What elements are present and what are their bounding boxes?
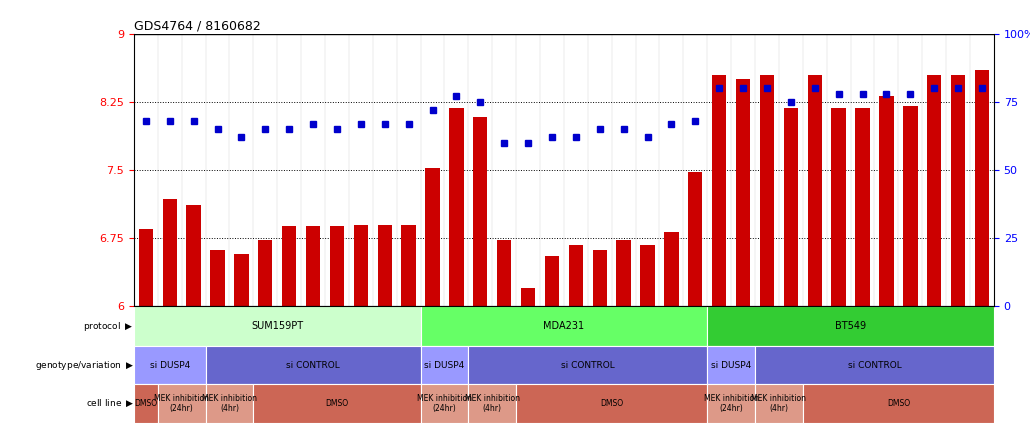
Bar — [855, 108, 869, 306]
Bar — [473, 117, 487, 306]
Text: MEK inhibition
(4hr): MEK inhibition (4hr) — [465, 394, 520, 413]
Bar — [402, 225, 416, 306]
Bar — [330, 226, 344, 306]
Text: MEK inhibition
(4hr): MEK inhibition (4hr) — [752, 394, 806, 413]
Text: protocol $\blacktriangleright$: protocol $\blacktriangleright$ — [83, 320, 134, 332]
Text: si CONTROL: si CONTROL — [848, 361, 901, 370]
Bar — [760, 75, 775, 306]
Bar — [735, 79, 750, 306]
Bar — [186, 205, 201, 306]
Bar — [378, 225, 391, 306]
Text: si DUSP4: si DUSP4 — [424, 361, 465, 370]
Bar — [880, 96, 894, 306]
Text: MEK inhibition
(24hr): MEK inhibition (24hr) — [417, 394, 472, 413]
Bar — [282, 226, 297, 306]
Text: DMSO: DMSO — [887, 399, 909, 408]
Bar — [210, 250, 225, 306]
Text: MEK inhibition
(24hr): MEK inhibition (24hr) — [703, 394, 759, 413]
Text: MDA231: MDA231 — [544, 321, 584, 331]
Bar — [951, 75, 965, 306]
FancyBboxPatch shape — [420, 385, 469, 423]
Bar — [808, 75, 822, 306]
FancyBboxPatch shape — [420, 346, 469, 385]
Bar — [974, 70, 989, 306]
Bar — [592, 250, 607, 306]
Text: cell line $\blacktriangleright$: cell line $\blacktriangleright$ — [85, 398, 134, 409]
FancyBboxPatch shape — [708, 306, 994, 346]
Text: DMSO: DMSO — [325, 399, 348, 408]
Bar — [688, 172, 702, 306]
Text: DMSO: DMSO — [134, 399, 158, 408]
Text: MEK inhibition
(24hr): MEK inhibition (24hr) — [154, 394, 209, 413]
Bar — [831, 108, 846, 306]
Text: MEK inhibition
(4hr): MEK inhibition (4hr) — [202, 394, 256, 413]
Bar — [353, 225, 368, 306]
FancyBboxPatch shape — [134, 346, 206, 385]
Bar — [163, 199, 177, 306]
FancyBboxPatch shape — [755, 346, 994, 385]
Bar — [712, 75, 726, 306]
FancyBboxPatch shape — [158, 385, 206, 423]
Bar — [927, 75, 941, 306]
Bar — [259, 240, 273, 306]
FancyBboxPatch shape — [469, 385, 516, 423]
FancyBboxPatch shape — [253, 385, 420, 423]
FancyBboxPatch shape — [516, 385, 708, 423]
Bar — [497, 240, 511, 306]
Text: si CONTROL: si CONTROL — [561, 361, 615, 370]
FancyBboxPatch shape — [469, 346, 708, 385]
Bar — [664, 232, 679, 306]
FancyBboxPatch shape — [802, 385, 994, 423]
FancyBboxPatch shape — [755, 385, 802, 423]
Text: SUM159PT: SUM159PT — [251, 321, 303, 331]
Bar — [139, 229, 153, 306]
Bar — [449, 108, 464, 306]
FancyBboxPatch shape — [134, 385, 158, 423]
Bar — [234, 255, 248, 306]
Text: DMSO: DMSO — [600, 399, 623, 408]
Bar — [521, 288, 536, 306]
Bar — [903, 107, 918, 306]
FancyBboxPatch shape — [420, 306, 708, 346]
Bar — [617, 240, 630, 306]
Bar — [641, 245, 655, 306]
Bar — [545, 256, 559, 306]
Text: si DUSP4: si DUSP4 — [149, 361, 190, 370]
Bar — [306, 226, 320, 306]
Text: BT549: BT549 — [835, 321, 866, 331]
FancyBboxPatch shape — [708, 385, 755, 423]
FancyBboxPatch shape — [206, 385, 253, 423]
FancyBboxPatch shape — [708, 346, 755, 385]
Text: si DUSP4: si DUSP4 — [711, 361, 751, 370]
FancyBboxPatch shape — [206, 346, 420, 385]
Bar — [569, 244, 583, 306]
Text: genotype/variation $\blacktriangleright$: genotype/variation $\blacktriangleright$ — [35, 359, 134, 372]
Text: GDS4764 / 8160682: GDS4764 / 8160682 — [134, 20, 261, 33]
Bar — [425, 168, 440, 306]
FancyBboxPatch shape — [134, 306, 420, 346]
Bar — [784, 108, 798, 306]
Text: si CONTROL: si CONTROL — [286, 361, 340, 370]
